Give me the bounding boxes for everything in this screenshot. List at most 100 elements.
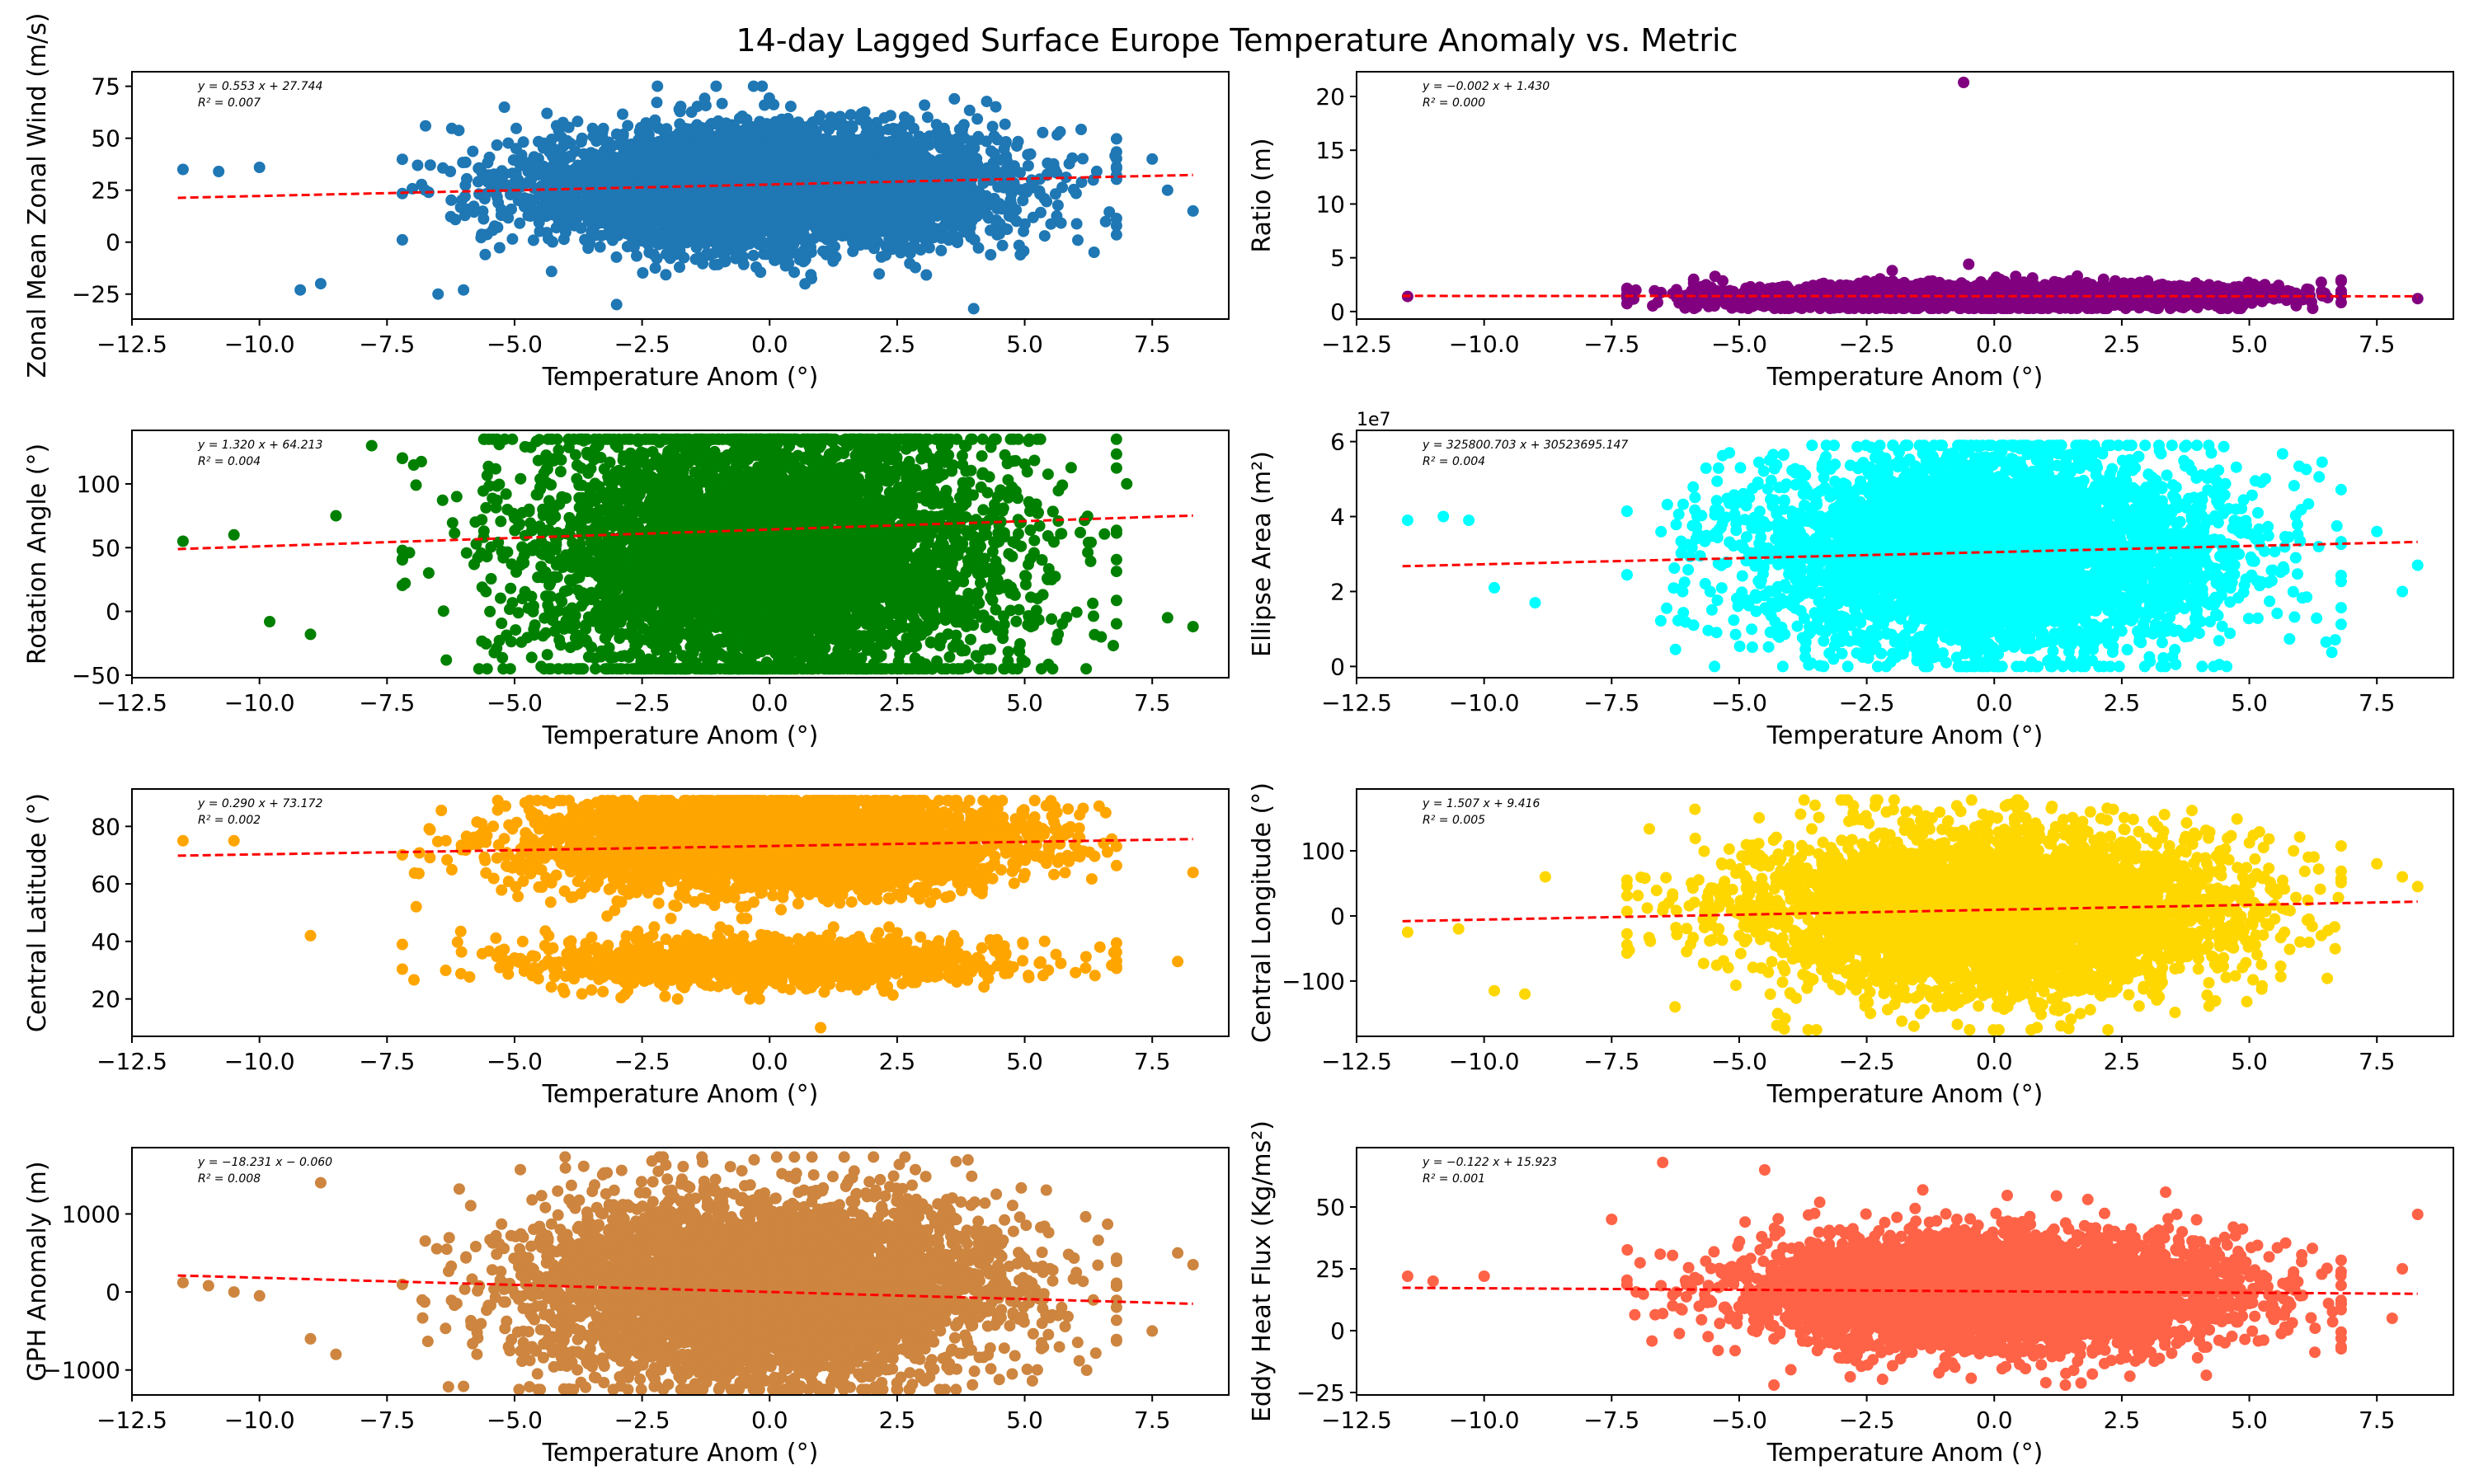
data-point xyxy=(894,177,906,190)
data-point xyxy=(752,184,764,196)
data-point xyxy=(779,228,791,240)
data-point xyxy=(748,201,760,214)
data-point xyxy=(482,157,494,169)
data-point xyxy=(953,176,966,188)
data-point xyxy=(963,104,976,116)
data-point xyxy=(921,111,934,124)
data-point xyxy=(699,204,712,216)
data-point xyxy=(756,80,769,92)
data-point xyxy=(1022,148,1034,161)
data-point xyxy=(811,133,822,145)
data-point xyxy=(819,119,831,131)
data-point xyxy=(694,129,707,142)
data-point xyxy=(837,167,849,179)
data-point xyxy=(674,244,686,256)
data-point xyxy=(475,232,487,244)
data-point xyxy=(995,153,1007,166)
data-point xyxy=(798,229,811,242)
data-point xyxy=(883,195,896,207)
data-point xyxy=(555,170,567,182)
data-point xyxy=(990,218,1003,230)
data-point xyxy=(545,265,557,278)
data-point xyxy=(558,222,571,234)
data-point xyxy=(396,153,408,166)
data-point xyxy=(449,214,462,226)
data-point xyxy=(1008,160,1020,172)
data-point xyxy=(906,182,919,195)
data-point xyxy=(712,258,724,270)
data-point xyxy=(603,225,615,237)
data-point xyxy=(496,165,508,177)
data-point xyxy=(412,159,424,171)
data-point xyxy=(660,269,672,281)
data-point xyxy=(479,248,492,261)
data-point xyxy=(746,167,759,179)
data-point xyxy=(830,142,842,154)
data-point xyxy=(647,236,660,248)
data-point xyxy=(805,241,816,253)
data-point xyxy=(913,224,924,237)
data-point xyxy=(472,176,484,188)
data-point xyxy=(1077,153,1089,165)
data-point xyxy=(477,213,490,225)
data-point xyxy=(862,132,874,144)
data-point xyxy=(498,101,510,113)
data-point xyxy=(514,217,526,229)
data-point xyxy=(871,200,883,213)
data-point xyxy=(924,204,935,216)
data-point xyxy=(849,135,861,147)
data-point xyxy=(584,237,596,250)
data-point xyxy=(765,155,778,167)
data-point xyxy=(581,212,594,223)
scatter-points xyxy=(176,80,1199,315)
data-point xyxy=(1035,206,1047,218)
data-point xyxy=(769,223,782,236)
data-point xyxy=(610,251,623,263)
data-point xyxy=(779,260,792,272)
data-point xyxy=(663,216,675,228)
data-point xyxy=(459,190,471,203)
data-point xyxy=(671,192,684,204)
data-point xyxy=(597,167,609,180)
data-point xyxy=(600,212,613,224)
data-point xyxy=(700,237,712,250)
data-point xyxy=(718,199,731,211)
data-point xyxy=(610,128,623,140)
data-point xyxy=(527,234,539,247)
data-point xyxy=(445,194,458,206)
data-point xyxy=(951,157,962,170)
data-point xyxy=(1075,176,1088,189)
data-point xyxy=(923,139,935,151)
data-point xyxy=(783,247,795,260)
data-point xyxy=(981,96,993,108)
data-point xyxy=(976,190,988,203)
data-point xyxy=(730,222,742,233)
data-point xyxy=(951,237,963,249)
data-point xyxy=(532,162,544,174)
data-point xyxy=(1110,169,1122,181)
data-point xyxy=(758,248,770,261)
data-point xyxy=(565,213,577,225)
data-point xyxy=(656,235,669,247)
data-point xyxy=(963,223,976,235)
data-point xyxy=(467,145,479,157)
data-point xyxy=(760,204,772,217)
data-point xyxy=(785,147,797,159)
data-point xyxy=(419,184,431,196)
data-point xyxy=(948,92,961,105)
data-point xyxy=(636,154,648,167)
data-point xyxy=(599,150,611,162)
data-point xyxy=(722,124,735,136)
data-point xyxy=(778,193,791,205)
data-point xyxy=(988,130,1000,143)
data-point xyxy=(841,196,854,209)
data-point xyxy=(769,115,782,128)
data-point xyxy=(506,203,517,215)
data-point xyxy=(576,132,588,144)
data-point xyxy=(540,178,553,190)
data-point xyxy=(600,138,613,150)
data-point xyxy=(523,197,535,209)
data-point xyxy=(999,136,1012,148)
data-point xyxy=(662,190,675,203)
data-point xyxy=(750,236,763,248)
